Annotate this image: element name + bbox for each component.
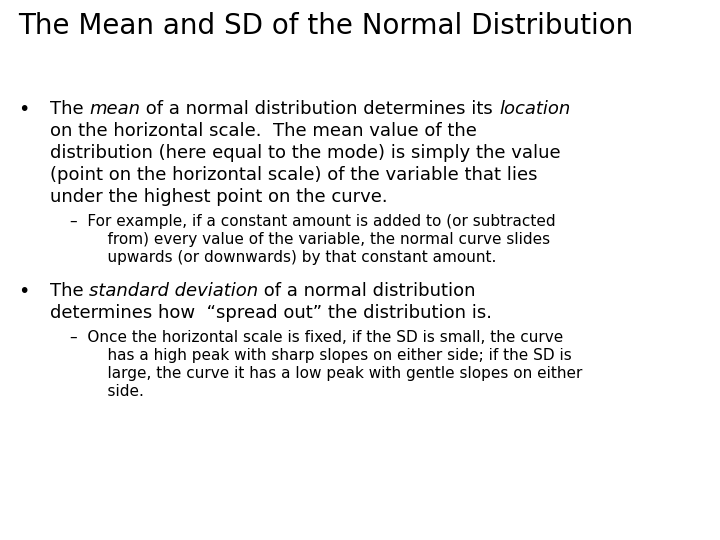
Text: (point on the horizontal scale) of the variable that lies: (point on the horizontal scale) of the v… <box>50 166 538 184</box>
Text: has a high peak with sharp slopes on either side; if the SD is: has a high peak with sharp slopes on eit… <box>88 348 572 363</box>
Text: •: • <box>18 282 30 301</box>
Text: –  For example, if a constant amount is added to (or subtracted: – For example, if a constant amount is a… <box>70 214 556 229</box>
Text: from) every value of the variable, the normal curve slides: from) every value of the variable, the n… <box>88 232 550 247</box>
Text: location: location <box>499 100 570 118</box>
Text: –  Once the horizontal scale is fixed, if the SD is small, the curve: – Once the horizontal scale is fixed, if… <box>70 330 563 345</box>
Text: The: The <box>50 100 89 118</box>
Text: standard deviation: standard deviation <box>89 282 258 300</box>
Text: mean: mean <box>89 100 140 118</box>
Text: The: The <box>50 282 89 300</box>
Text: of a normal distribution: of a normal distribution <box>258 282 476 300</box>
Text: The Mean and SD of the Normal Distribution: The Mean and SD of the Normal Distributi… <box>18 12 634 40</box>
Text: on the horizontal scale.  The mean value of the: on the horizontal scale. The mean value … <box>50 122 477 140</box>
Text: side.: side. <box>88 384 144 399</box>
Text: determines how  “spread out” the distribution is.: determines how “spread out” the distribu… <box>50 304 492 322</box>
Text: of a normal distribution determines its: of a normal distribution determines its <box>140 100 499 118</box>
Text: distribution (here equal to the mode) is simply the value: distribution (here equal to the mode) is… <box>50 144 561 162</box>
Text: •: • <box>18 100 30 119</box>
Text: under the highest point on the curve.: under the highest point on the curve. <box>50 188 387 206</box>
Text: upwards (or downwards) by that constant amount.: upwards (or downwards) by that constant … <box>88 250 496 265</box>
Text: large, the curve it has a low peak with gentle slopes on either: large, the curve it has a low peak with … <box>88 366 582 381</box>
